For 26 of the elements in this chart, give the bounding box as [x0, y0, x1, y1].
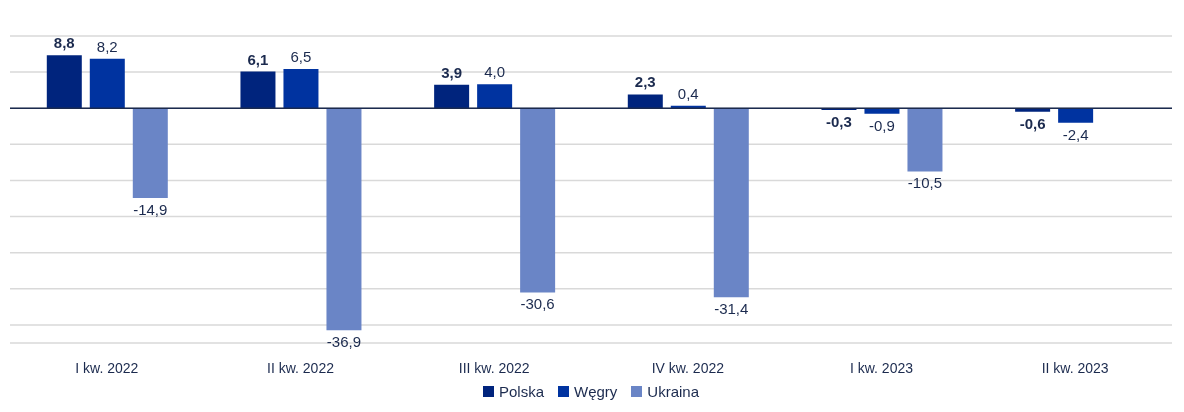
data-label: -36,9 — [326, 333, 362, 351]
data-label: 6,5 — [290, 48, 312, 66]
x-tick-label: I kw. 2023 — [849, 359, 914, 376]
data-label: -14,9 — [133, 200, 168, 218]
data-label: -0,6 — [1019, 114, 1046, 132]
legend-label: Polska — [497, 383, 544, 400]
data-label: 2,3 — [634, 73, 656, 91]
data-label: 3,9 — [441, 63, 463, 81]
data-label: -2,4 — [1062, 125, 1089, 143]
data-label: -31,4 — [714, 300, 749, 318]
data-label: 4,0 — [484, 63, 506, 81]
x-tick-label: II kw. 2023 — [1041, 359, 1109, 376]
legend-label: Ukraina — [646, 383, 700, 400]
data-label: -10,5 — [907, 174, 943, 192]
data-label: -0,3 — [826, 113, 852, 131]
data-label: 8,8 — [53, 34, 75, 52]
x-tick-label: IV kw. 2022 — [651, 359, 725, 376]
x-tick-label: I kw. 2022 — [75, 359, 139, 376]
x-tick-label: II kw. 2022 — [267, 359, 335, 376]
data-label: 0,4 — [677, 84, 699, 102]
data-label: 6,1 — [247, 50, 269, 68]
data-label: -0,9 — [869, 116, 895, 134]
legend-label: Węgry — [573, 383, 618, 400]
data-label: 8,2 — [96, 37, 118, 55]
data-label: -30,6 — [520, 295, 555, 313]
x-tick-label: III kw. 2022 — [458, 359, 530, 376]
